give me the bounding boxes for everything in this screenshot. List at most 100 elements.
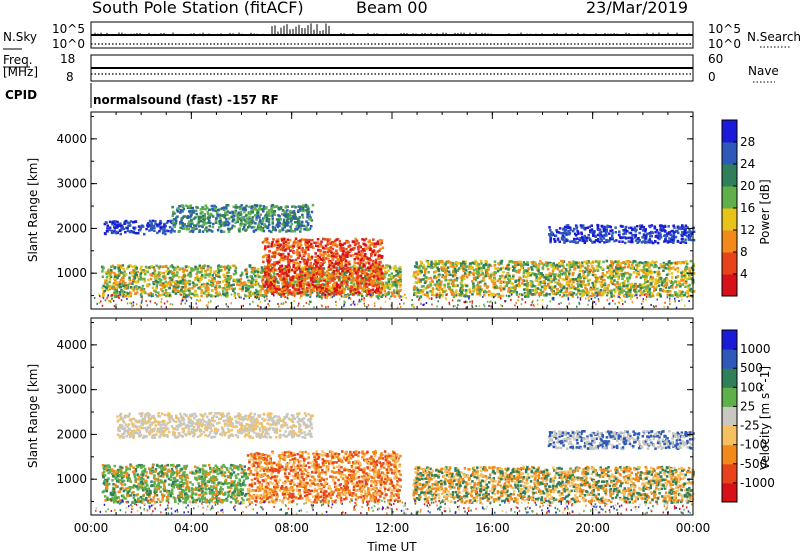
station-title: South Pole Station (fitACF) (92, 0, 304, 17)
scatter-cell (269, 268, 272, 272)
scatter-cell (205, 284, 209, 288)
scatter-cell (494, 267, 497, 270)
scatter-cell (213, 276, 216, 280)
scatter-cell (321, 286, 324, 290)
scatter-cell (265, 269, 268, 272)
scatter-cell (276, 285, 279, 288)
scatter-cell (114, 293, 117, 297)
scatter-cell (335, 244, 339, 247)
scatter-cell (539, 288, 543, 292)
scatter-cell (304, 238, 308, 242)
scatter-cell (513, 267, 516, 270)
scatter-cell (653, 265, 656, 269)
scatter-cell (321, 283, 324, 286)
scatter-cell (492, 292, 495, 296)
scatter-cell (155, 277, 158, 280)
scatter-cell (650, 282, 653, 286)
scatter-cell (305, 265, 308, 268)
scatter-cell (155, 287, 158, 290)
scatter-cell (419, 291, 422, 294)
scatter-cell (680, 271, 683, 274)
scatter-cell (610, 293, 613, 296)
scatter-cell (378, 282, 381, 285)
scatter-cell (628, 277, 631, 280)
scatter-cell (283, 244, 287, 248)
scatter-cell (283, 267, 286, 271)
scatter-cell (357, 268, 361, 271)
scatter-cell (386, 293, 389, 296)
scatter-cell (628, 288, 632, 292)
scatter-cell (343, 253, 347, 256)
scatter-cell (676, 275, 680, 278)
scatter-cell (296, 244, 300, 247)
scatter-cell (431, 287, 435, 290)
scatter-cell (354, 266, 358, 269)
scatter-cell (278, 215, 281, 218)
scatter-cell (296, 253, 299, 256)
scatter-cell (249, 294, 252, 297)
scatter-cell (475, 288, 479, 291)
scatter-cell (674, 276, 678, 279)
scatter-cell (210, 294, 213, 297)
scatter-cell (336, 258, 339, 262)
scatter-cell (159, 265, 162, 268)
scatter-cell (178, 276, 181, 279)
scatter-cell (428, 285, 431, 288)
scatter-cell (156, 295, 159, 298)
scatter-cell (206, 282, 209, 285)
scatter-cell (522, 261, 526, 264)
scatter-cell (512, 269, 515, 272)
scatter-cell (315, 244, 318, 247)
scatter-cell (641, 269, 644, 272)
scatter-cell (677, 260, 681, 264)
scatter-cell (455, 279, 458, 282)
scatter-cell (397, 291, 400, 295)
scatter-cell (447, 260, 450, 263)
nsky-label: N.Sky (3, 30, 38, 44)
scatter-cell (149, 292, 153, 295)
scatter-cell (618, 266, 622, 270)
scatter-cell (116, 220, 119, 224)
scatter-cell (666, 289, 670, 293)
scatter-cell (366, 257, 369, 260)
scatter-cell (140, 265, 143, 269)
scatter-cell (292, 265, 295, 269)
scatter-cell (589, 286, 593, 290)
scatter-cell (272, 253, 276, 257)
scatter-cell (316, 238, 320, 241)
scatter-cell (283, 237, 286, 241)
scatter-cell (275, 248, 279, 251)
scatter-cell (332, 279, 335, 282)
scatter-cell (429, 290, 432, 293)
scatter-cell (550, 265, 553, 268)
scatter-cell (671, 276, 674, 279)
scatter-cell (652, 285, 655, 288)
scatter-cell (556, 267, 560, 271)
scatter-cell (472, 288, 475, 292)
scatter-cell (620, 269, 624, 273)
scatter-cell (323, 271, 327, 275)
scatter-cell (496, 279, 500, 283)
scatter-cell (573, 287, 576, 290)
scatter-cell (277, 252, 280, 255)
scatter-cell (547, 278, 550, 281)
scatter-cell (167, 269, 170, 272)
scatter-cell (440, 259, 444, 263)
scatter-cell (153, 229, 156, 232)
scatter-cell (290, 245, 293, 248)
scatter-cell (533, 293, 537, 296)
scatter-cell (586, 267, 589, 270)
scatter-cell (597, 261, 601, 264)
scatter-cell (327, 241, 331, 244)
scatter-cell (142, 291, 145, 294)
scatter-cell (301, 247, 304, 250)
scatter-cell (271, 288, 274, 291)
scatter-cell (108, 280, 111, 284)
scatter-cell (136, 270, 140, 274)
scatter-cell (369, 288, 373, 292)
scatter-cell (391, 294, 394, 297)
scatter-cell (392, 281, 395, 285)
scatter-cell (320, 279, 324, 282)
scatter-cell (498, 287, 502, 290)
